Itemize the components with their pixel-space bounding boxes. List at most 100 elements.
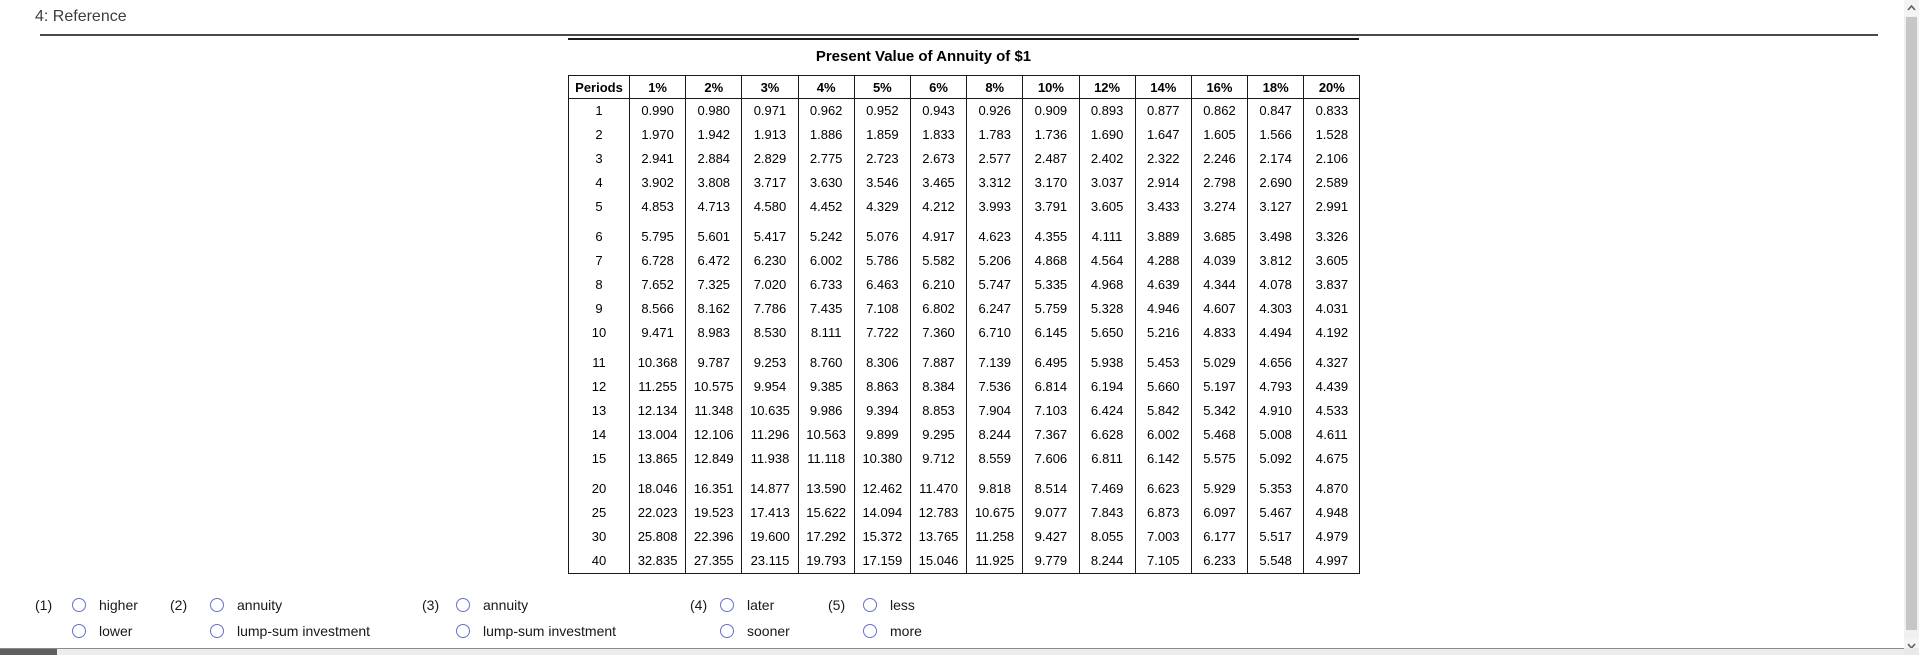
question-2-option-1[interactable]: annuity	[210, 595, 370, 615]
radio-button-icon[interactable]	[720, 624, 734, 638]
question-4-number: (4)	[690, 597, 708, 613]
radio-button-icon[interactable]	[456, 624, 470, 638]
column-header: 1%	[628, 75, 687, 99]
value-cell: 5.467	[1247, 501, 1305, 525]
value-cell: 3.808	[685, 171, 743, 195]
value-cell: 5.342	[1190, 399, 1249, 423]
period-cell: 3	[568, 147, 630, 171]
value-cell: 7.904	[966, 399, 1024, 423]
period-cell: 5	[568, 195, 630, 219]
value-cell: 8.559	[966, 447, 1024, 471]
table-row: 12 11.255 10.575 9.954 9.385 8.863 8.384 7.536 6…	[568, 375, 1361, 399]
value-cell: 9.712	[909, 447, 968, 471]
column-header: 20%	[1303, 75, 1361, 99]
table-row: 11 10.368 9.787 9.253 8.760 8.306 7.887 7.139 6.…	[568, 351, 1361, 375]
value-cell: 3.791	[1022, 195, 1080, 219]
value-cell: 3.717	[741, 171, 799, 195]
question-2-number: (2)	[170, 597, 188, 613]
value-cell: 10.368	[628, 351, 687, 375]
horizontal-scrollbar[interactable]	[0, 648, 1904, 655]
value-cell: 5.417	[741, 225, 799, 249]
horizontal-scrollbar-thumb[interactable]	[0, 649, 57, 655]
radio-button-icon[interactable]	[863, 598, 877, 612]
value-cell: 6.628	[1078, 423, 1136, 447]
question-5-option-1[interactable]: less	[863, 595, 922, 615]
value-cell: 3.630	[797, 171, 855, 195]
value-cell: 4.979	[1303, 525, 1361, 549]
question-4-option-1[interactable]: later	[720, 595, 790, 615]
value-cell: 9.471	[628, 321, 687, 345]
question-5-option-2[interactable]: more	[863, 621, 922, 641]
question-4-option-2[interactable]: sooner	[720, 621, 790, 641]
value-cell: 4.355	[1022, 225, 1080, 249]
value-cell: 4.968	[1078, 273, 1136, 297]
value-cell: 22.396	[685, 525, 743, 549]
question-3-option-1[interactable]: annuity	[456, 595, 616, 615]
column-header: 10%	[1022, 75, 1080, 99]
question-5: (5) less more	[828, 595, 922, 647]
period-cell: 11	[568, 351, 630, 375]
value-cell: 4.853	[628, 195, 687, 219]
value-cell: 7.139	[966, 351, 1024, 375]
value-cell: 4.870	[1303, 477, 1361, 501]
value-cell: 4.656	[1247, 351, 1305, 375]
value-cell: 5.216	[1134, 321, 1192, 345]
period-cell: 6	[568, 225, 630, 249]
value-cell: 0.943	[909, 98, 968, 123]
value-cell: 2.690	[1247, 171, 1305, 195]
value-cell: 8.863	[853, 375, 911, 399]
radio-button-icon[interactable]	[210, 624, 224, 638]
value-cell: 5.328	[1078, 297, 1136, 321]
value-cell: 5.548	[1247, 549, 1305, 574]
value-cell: 9.394	[853, 399, 911, 423]
value-cell: 7.786	[741, 297, 799, 321]
vertical-scrollbar-thumb[interactable]	[1906, 17, 1917, 630]
period-cell: 9	[568, 297, 630, 321]
value-cell: 2.798	[1190, 171, 1249, 195]
value-cell: 8.530	[741, 321, 799, 345]
option-label: sooner	[747, 623, 790, 639]
value-cell: 8.384	[909, 375, 968, 399]
radio-button-icon[interactable]	[720, 598, 734, 612]
value-cell: 1.783	[966, 123, 1024, 147]
value-cell: 18.046	[628, 477, 687, 501]
value-cell: 2.246	[1190, 147, 1249, 171]
scroll-up-button[interactable]	[1904, 0, 1919, 16]
value-cell: 10.675	[966, 501, 1024, 525]
value-cell: 9.295	[909, 423, 968, 447]
value-cell: 13.004	[628, 423, 687, 447]
value-cell: 7.108	[853, 297, 911, 321]
value-cell: 7.020	[741, 273, 799, 297]
question-1-option-2[interactable]: lower	[72, 621, 138, 641]
question-2-option-2[interactable]: lump-sum investment	[210, 621, 370, 641]
value-cell: 4.031	[1303, 297, 1361, 321]
value-cell: 8.244	[966, 423, 1024, 447]
column-header: 2%	[685, 75, 743, 99]
value-cell: 1.647	[1134, 123, 1192, 147]
question-1-option-1[interactable]: higher	[72, 595, 138, 615]
value-cell: 6.495	[1022, 351, 1080, 375]
radio-button-icon[interactable]	[210, 598, 224, 612]
radio-button-icon[interactable]	[863, 624, 877, 638]
column-header: 4%	[797, 75, 855, 99]
question-5-number: (5)	[828, 597, 846, 613]
value-cell: 1.913	[741, 123, 799, 147]
radio-button-icon[interactable]	[72, 598, 86, 612]
value-cell: 2.914	[1134, 171, 1192, 195]
value-cell: 9.954	[741, 375, 799, 399]
value-cell: 17.413	[741, 501, 799, 525]
question-3-option-2[interactable]: lump-sum investment	[456, 621, 616, 641]
present-value-annuity-table: Present Value of Annuity of $1 Periods 1%…	[568, 38, 1361, 574]
radio-button-icon[interactable]	[456, 598, 470, 612]
value-cell: 4.303	[1247, 297, 1305, 321]
value-cell: 5.575	[1190, 447, 1249, 471]
value-cell: 3.274	[1190, 195, 1249, 219]
value-cell: 3.812	[1247, 249, 1305, 273]
value-cell: 0.847	[1247, 98, 1305, 123]
scrollbar-corner	[1904, 648, 1919, 655]
value-cell: 2.775	[797, 147, 855, 171]
vertical-scrollbar[interactable]	[1904, 0, 1919, 655]
value-cell: 8.162	[685, 297, 743, 321]
radio-button-icon[interactable]	[72, 624, 86, 638]
value-cell: 32.835	[628, 549, 687, 574]
